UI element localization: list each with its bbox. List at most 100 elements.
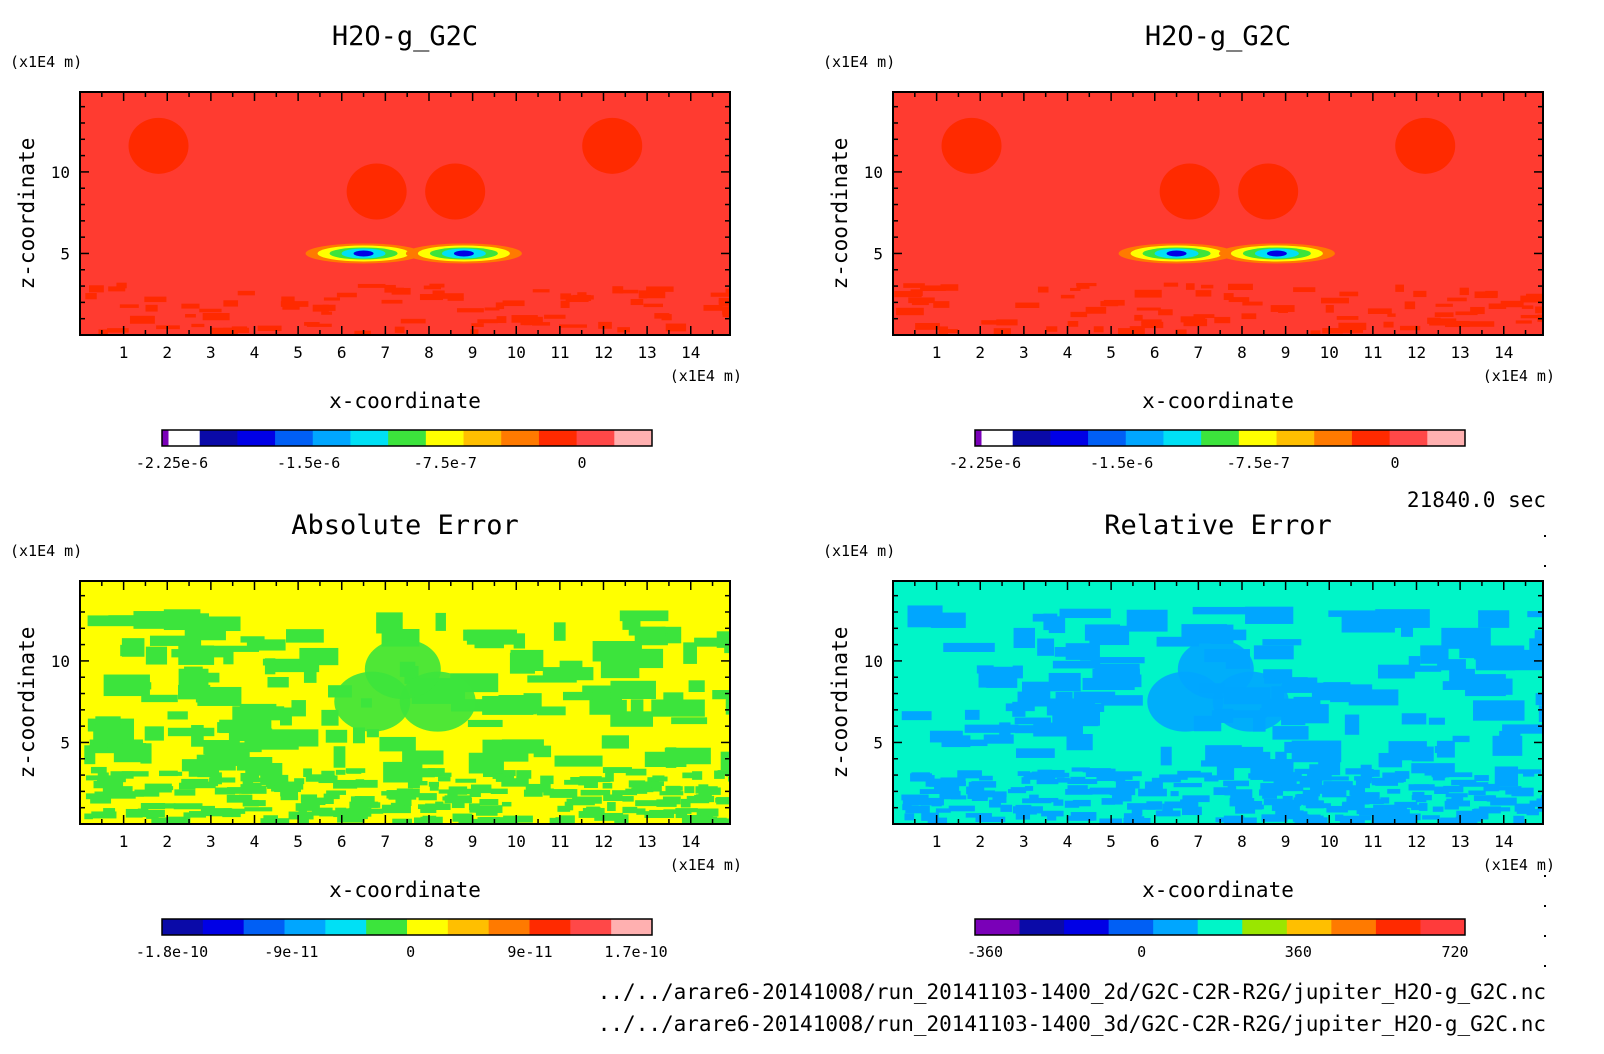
- field-patch: [149, 635, 202, 646]
- field-patch: [1443, 772, 1473, 778]
- field-patch: [357, 779, 378, 788]
- field-patch: [965, 813, 992, 818]
- field-patch: [940, 284, 959, 291]
- field-patch: [1467, 321, 1495, 327]
- field-patch: [1183, 318, 1208, 327]
- colorbar-swatch: [162, 919, 204, 935]
- field-patch: [656, 799, 677, 807]
- colorbar-swatch: [1201, 430, 1240, 446]
- x-tick-label: 9: [1281, 343, 1291, 362]
- field-patch: [1286, 783, 1304, 792]
- y-tick-label: 10: [864, 652, 883, 671]
- field-patch: [438, 776, 451, 782]
- x-tick-label: 11: [550, 343, 569, 362]
- field-patch: [983, 734, 1014, 744]
- field-patch: [84, 745, 96, 765]
- field-patch: [957, 770, 982, 779]
- field-patch: [513, 633, 526, 649]
- field-patch: [210, 776, 222, 785]
- field-patch: [456, 308, 484, 313]
- field-patch: [402, 750, 444, 765]
- x-tick-label: 12: [594, 832, 613, 851]
- x-tick-label: 9: [1281, 832, 1291, 851]
- field-patch: [1323, 776, 1349, 781]
- colorbar-swatch: [488, 919, 530, 935]
- x-tick-label: 1: [119, 832, 129, 851]
- field-patch: [1160, 746, 1172, 766]
- colorbar-tick-label: 9e-11: [507, 943, 552, 961]
- field-patch: [993, 791, 1007, 798]
- field-patch: [1535, 693, 1543, 706]
- colorbar-tick-label: -1.5e-6: [1090, 454, 1153, 472]
- field-patch: [1090, 657, 1145, 664]
- colorbar-swatch: [975, 430, 982, 446]
- field-patch: [451, 799, 465, 809]
- field-patch: [1474, 775, 1489, 782]
- field-patch: [1013, 627, 1036, 649]
- anomaly-contour: [1166, 250, 1187, 257]
- y-axis-label: z-coordinate: [828, 627, 852, 779]
- field-patch: [345, 768, 366, 773]
- field-patch: [1195, 290, 1212, 297]
- field-patch: [1299, 811, 1308, 820]
- field-patch: [191, 725, 204, 747]
- field-patch: [1336, 316, 1359, 320]
- field-patch: [1085, 306, 1107, 314]
- field-patch: [145, 646, 168, 665]
- field-patch: [200, 672, 220, 683]
- field-patch: [1182, 806, 1202, 816]
- field-patch: [482, 695, 534, 715]
- colorbar-frame: [974, 429, 1466, 447]
- field-patch: [202, 312, 230, 321]
- field-patch: [348, 807, 372, 817]
- field-patch: [455, 778, 477, 783]
- field-patch: [333, 746, 346, 768]
- colorbar-tick-label: -7.5e-7: [414, 454, 477, 472]
- field-patch: [1335, 814, 1344, 821]
- field-patch: [1047, 814, 1057, 821]
- field-patch: [226, 794, 249, 803]
- field-patch: [384, 284, 396, 293]
- field-patch: [1529, 800, 1543, 807]
- field-patch: [1101, 695, 1143, 706]
- field-patch: [355, 779, 365, 787]
- field-patch: [1273, 778, 1292, 786]
- field-patch: [1012, 665, 1023, 679]
- field-patch: [682, 772, 700, 779]
- field-patch: [413, 817, 427, 824]
- field-patch: [1440, 817, 1463, 823]
- colorbar-swatch: [1242, 919, 1288, 935]
- field-patch: [1490, 797, 1517, 806]
- colorbar-swatch: [1108, 919, 1154, 935]
- field-patch: [1401, 713, 1427, 725]
- field-patch: [1158, 309, 1173, 316]
- field-patch: [181, 303, 200, 309]
- field-patch: [1262, 639, 1302, 646]
- field-patch: [1451, 779, 1477, 786]
- colorbar-swatch: [1019, 919, 1065, 935]
- field-patch: [1015, 748, 1055, 758]
- field-patch: [635, 800, 664, 807]
- field-patch: [321, 311, 333, 315]
- field-patch: [1216, 763, 1235, 780]
- colorbar-tick-label: -1.8e-10: [136, 943, 208, 961]
- colorbar-swatch: [407, 919, 449, 935]
- field-patch: [1065, 643, 1100, 660]
- field-patch: [1505, 789, 1515, 795]
- field-patch: [134, 789, 160, 797]
- field-patch: [1348, 689, 1399, 706]
- field-patch: [197, 686, 242, 706]
- field-patch: [1215, 817, 1236, 823]
- field-patch: [1036, 778, 1059, 785]
- colorbar-swatch: [1012, 430, 1051, 446]
- field-patch: [1399, 325, 1421, 331]
- field-patch: [270, 664, 320, 673]
- field-patch: [557, 805, 571, 812]
- field-patch: [1446, 798, 1460, 805]
- y-tick-label: 5: [60, 733, 70, 752]
- field-patch: [1005, 703, 1035, 712]
- colorbar-swatch: [1197, 919, 1243, 935]
- field-patch: [943, 642, 995, 652]
- colorbar-swatch: [529, 919, 571, 935]
- field-patch: [1449, 818, 1478, 824]
